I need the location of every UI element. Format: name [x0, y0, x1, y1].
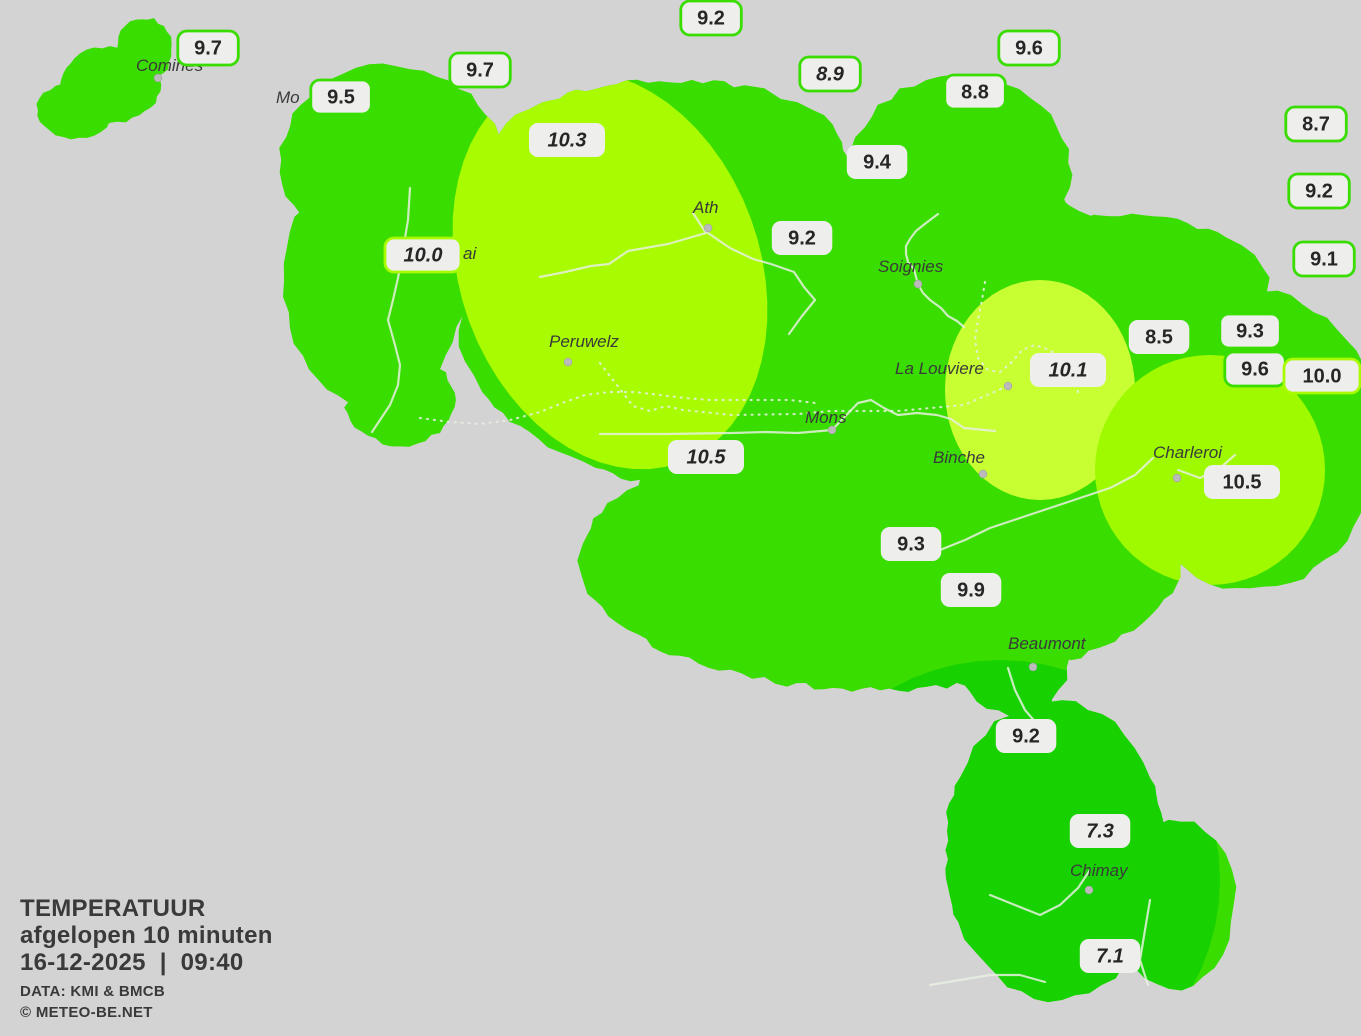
svg-text:9.6: 9.6: [1241, 359, 1269, 381]
svg-text:9.2: 9.2: [697, 8, 725, 30]
svg-text:10.5: 10.5: [687, 447, 727, 469]
svg-text:10.1: 10.1: [1049, 360, 1088, 382]
svg-text:Mo: Mo: [276, 88, 300, 107]
svg-text:La Louviere: La Louviere: [895, 359, 984, 378]
svg-text:9.2: 9.2: [1012, 726, 1040, 748]
svg-text:Beaumont: Beaumont: [1008, 634, 1087, 653]
svg-text:8.8: 8.8: [961, 82, 989, 104]
svg-text:8.7: 8.7: [1302, 114, 1330, 136]
svg-text:8.5: 8.5: [1145, 327, 1173, 349]
svg-text:10.0: 10.0: [404, 245, 443, 267]
svg-text:9.7: 9.7: [466, 60, 494, 82]
svg-text:7.3: 7.3: [1086, 821, 1114, 843]
svg-text:9.5: 9.5: [327, 87, 355, 109]
svg-text:9.4: 9.4: [863, 152, 892, 174]
svg-text:9.2: 9.2: [788, 228, 816, 250]
svg-text:ai: ai: [463, 244, 477, 263]
svg-text:Peruwelz: Peruwelz: [549, 332, 619, 351]
svg-text:Mons: Mons: [805, 408, 847, 427]
svg-text:Charleroi: Charleroi: [1153, 443, 1223, 462]
svg-text:Ath: Ath: [692, 198, 719, 217]
svg-text:9.2: 9.2: [1305, 181, 1333, 203]
svg-text:Binche: Binche: [933, 448, 985, 467]
svg-text:8.9: 8.9: [816, 64, 845, 86]
svg-text:9.9: 9.9: [957, 580, 985, 602]
svg-text:10.5: 10.5: [1223, 472, 1262, 494]
svg-text:9.3: 9.3: [897, 534, 925, 556]
svg-text:9.1: 9.1: [1310, 249, 1338, 271]
svg-text:10.3: 10.3: [548, 130, 587, 152]
svg-text:Soignies: Soignies: [878, 257, 944, 276]
svg-text:Chimay: Chimay: [1070, 861, 1129, 880]
svg-text:9.7: 9.7: [194, 38, 222, 60]
svg-text:10.0: 10.0: [1303, 366, 1342, 388]
svg-text:7.1: 7.1: [1096, 946, 1124, 968]
svg-text:9.3: 9.3: [1236, 321, 1264, 343]
svg-text:9.6: 9.6: [1015, 38, 1043, 60]
